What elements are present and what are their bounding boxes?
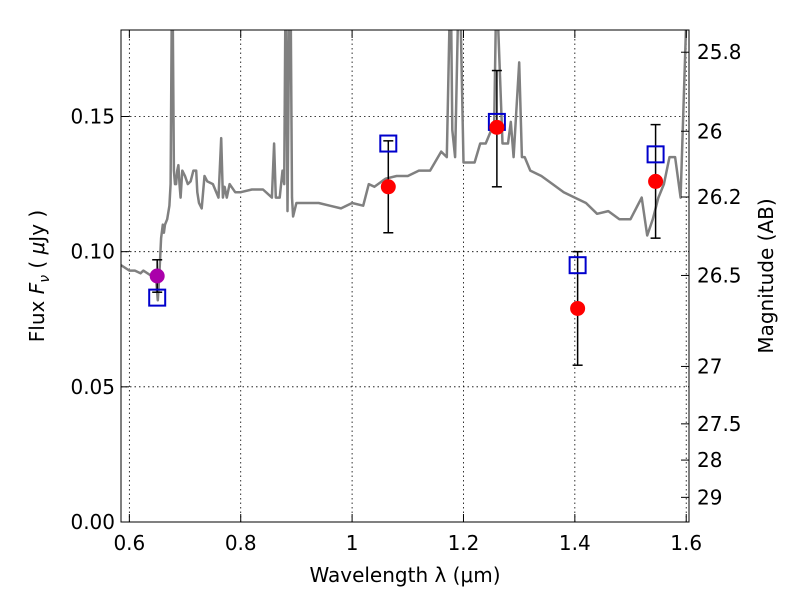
x-tick-label: 1.6 xyxy=(670,531,702,555)
y2-tick-label: 26.5 xyxy=(697,263,742,287)
grid-layer xyxy=(121,30,689,523)
ticks-layer xyxy=(121,30,689,523)
y-tick-label: 0.05 xyxy=(70,375,115,399)
model-photometry-square xyxy=(646,145,665,164)
observed-photometry-point xyxy=(489,119,505,135)
y2-axis-label: Magnitude (AB) xyxy=(754,198,778,353)
model-photometry-square xyxy=(148,288,167,307)
x-tick-label: 0.6 xyxy=(113,531,145,555)
model-photometry-square xyxy=(379,134,398,153)
observed-photometry-point xyxy=(149,268,165,284)
y-axis-label-prefix: Flux xyxy=(25,294,49,342)
x-tick-label: 1.4 xyxy=(559,531,591,555)
plot-frame xyxy=(120,29,690,523)
y2-tick-label: 28 xyxy=(697,448,722,472)
observed-photometry-point xyxy=(570,300,586,316)
y2-tick-label: 27 xyxy=(697,354,722,378)
observed-photometry-point xyxy=(648,173,664,189)
model-spectrum-layer xyxy=(121,30,688,302)
y2-tick-label: 25.8 xyxy=(697,40,742,64)
observed-photometry-point xyxy=(380,179,396,195)
plot-area xyxy=(121,30,688,366)
y-axis-label-suffix: Jy ) xyxy=(25,210,49,244)
x-axis-label: Wavelength λ (μm) xyxy=(309,563,500,587)
y-tick-label: 0.10 xyxy=(70,240,115,264)
photometry-layer xyxy=(148,69,665,366)
model-photometry-square xyxy=(568,256,587,275)
y2-tick-label: 26.2 xyxy=(697,185,742,209)
y-axis-label-symbol: F xyxy=(25,282,49,294)
y-tick-label: 0.15 xyxy=(70,105,115,129)
y-tick-label: 0.00 xyxy=(70,510,115,534)
model-spectrum-line xyxy=(121,30,688,302)
x-tick-label: 0.8 xyxy=(225,531,257,555)
y2-tick-label: 29 xyxy=(697,485,722,509)
tick-labels-layer: 0.6 0.8 1 1.2 1.4 1.6 0.00 0.05 0.10 0.15 25.8 26 26… xyxy=(70,40,741,555)
y-axis-label-mu: μ xyxy=(25,242,49,256)
y-axis-label-mid: ( xyxy=(25,254,49,275)
y2-tick-label: 26 xyxy=(697,119,722,143)
x-tick-label: 1 xyxy=(346,531,359,555)
y-axis-label-subscript: ν xyxy=(37,275,53,283)
y2-tick-label: 27.5 xyxy=(697,412,742,436)
y-axis-label: Flux Fν ( μJy ) xyxy=(25,210,53,342)
x-tick-label: 1.2 xyxy=(448,531,480,555)
